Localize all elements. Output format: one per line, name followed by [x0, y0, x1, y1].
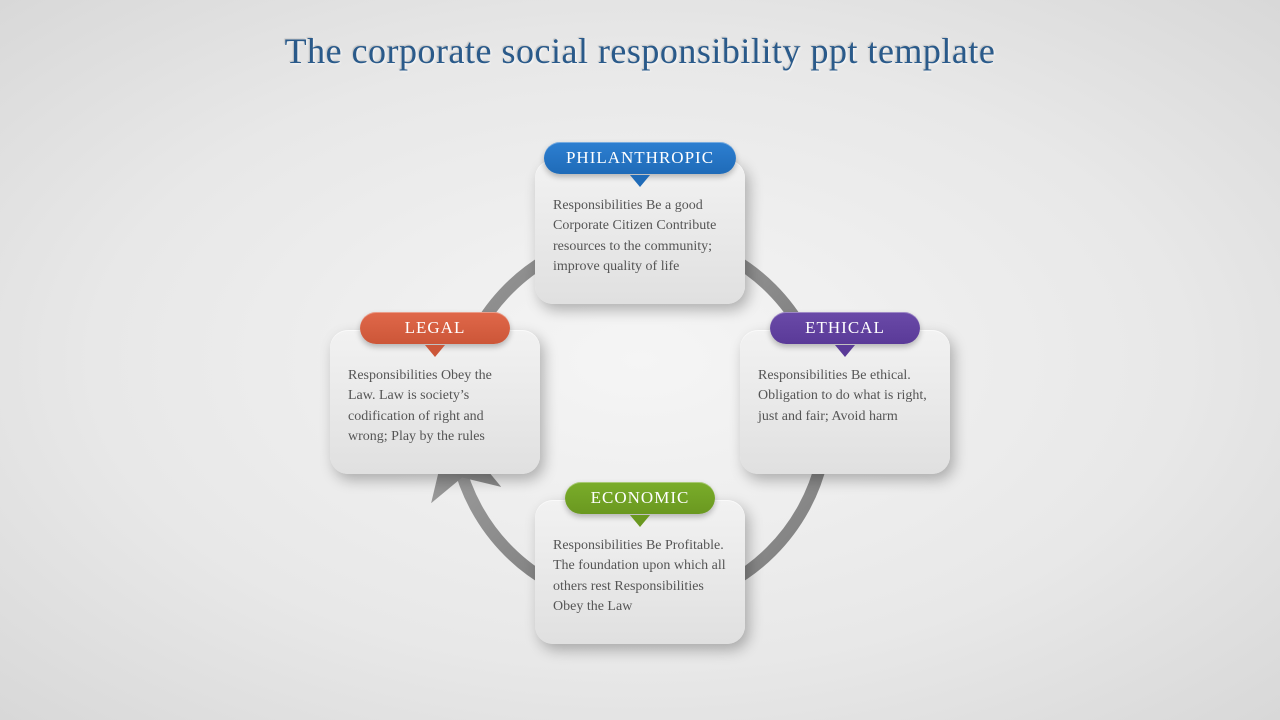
card-header-ethical: ETHICAL	[770, 312, 920, 344]
page-title: The corporate social responsibility ppt …	[0, 30, 1280, 72]
card-legal: LEGAL Responsibilities Obey the Law. Law…	[330, 330, 540, 474]
card-header-economic: ECONOMIC	[565, 482, 715, 514]
card-economic: ECONOMIC Responsibilities Be Profitable.…	[535, 500, 745, 644]
card-header-philanthropic: PHILANTHROPIC	[544, 142, 736, 174]
card-header-legal: LEGAL	[360, 312, 510, 344]
chevron-down-icon	[630, 515, 650, 527]
chevron-down-icon	[630, 175, 650, 187]
cycle-diagram: PHILANTHROPIC Responsibilities Be a good…	[0, 120, 1280, 720]
chevron-down-icon	[835, 345, 855, 357]
card-philanthropic: PHILANTHROPIC Responsibilities Be a good…	[535, 160, 745, 304]
card-ethical: ETHICAL Responsibilities Be ethical. Obl…	[740, 330, 950, 474]
chevron-down-icon	[425, 345, 445, 357]
